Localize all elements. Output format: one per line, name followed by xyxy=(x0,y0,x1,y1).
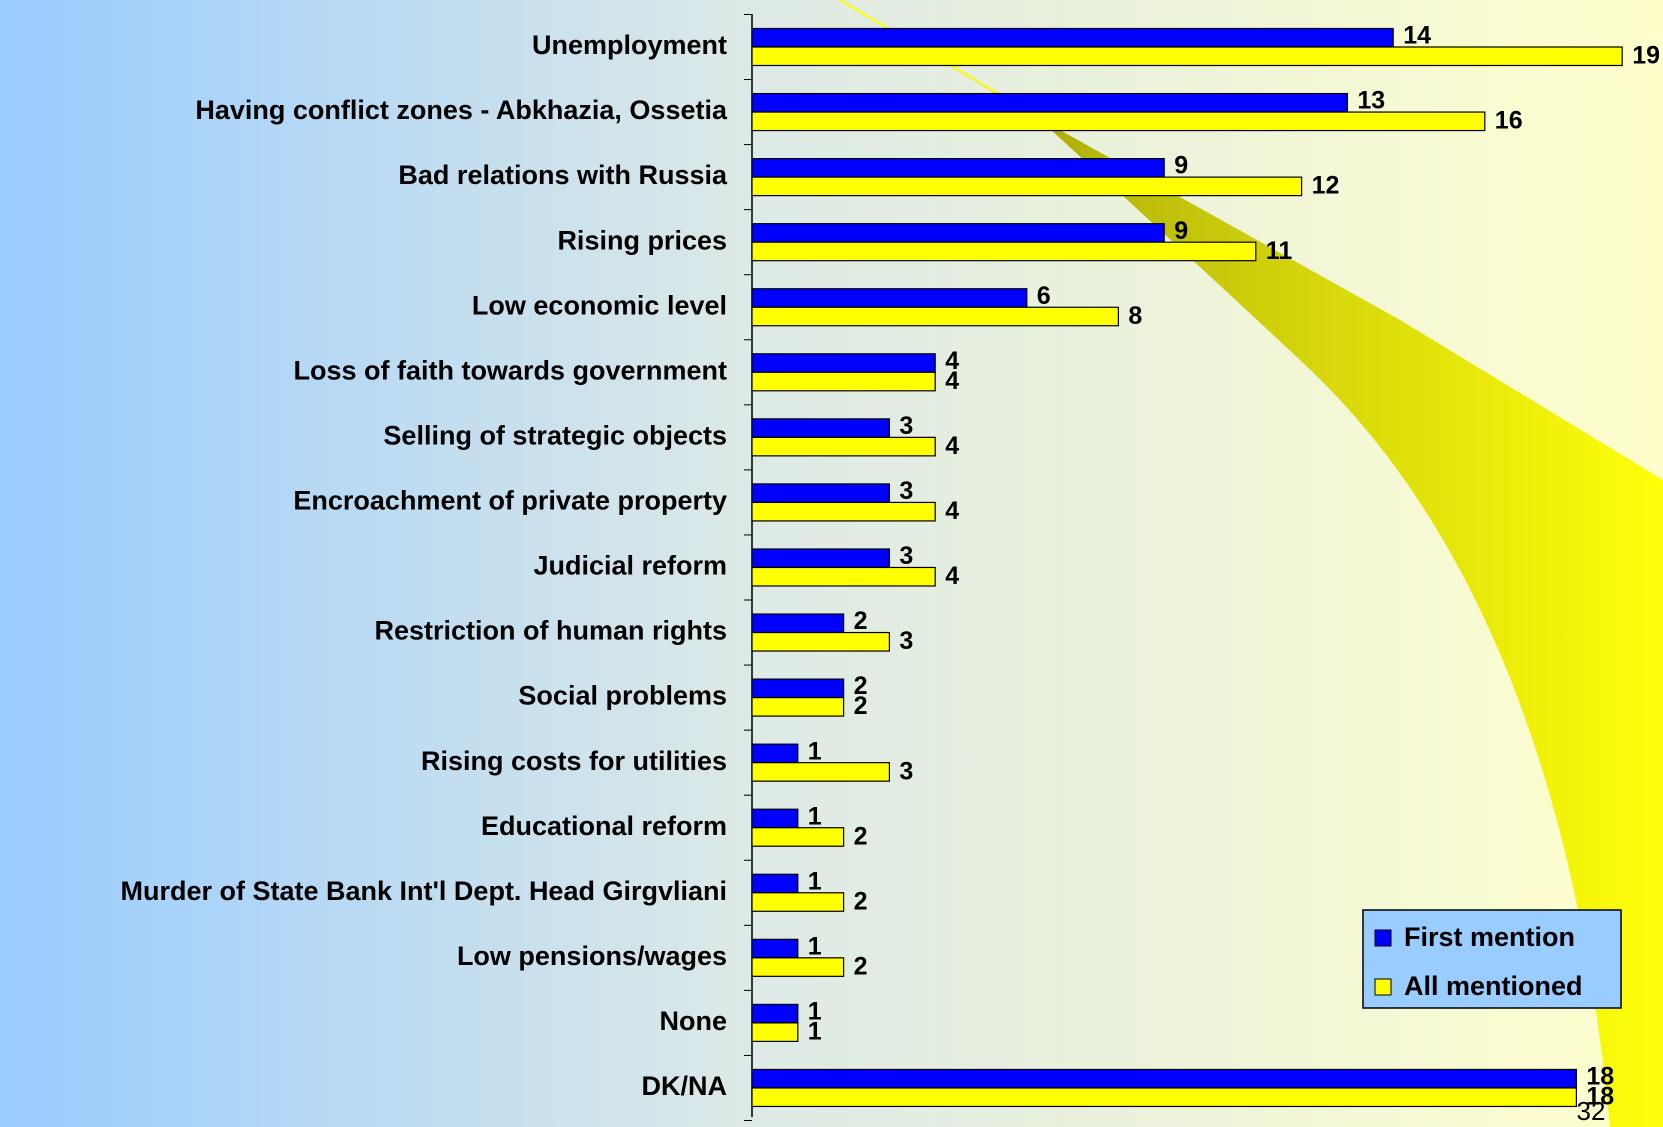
bar xyxy=(752,893,844,912)
bar xyxy=(752,224,1164,243)
bar xyxy=(752,289,1027,308)
value-label: 9 xyxy=(1174,152,1188,180)
bar xyxy=(752,958,844,977)
bar xyxy=(752,242,1256,261)
value-label: 1 xyxy=(808,802,822,830)
value-label: 13 xyxy=(1357,87,1385,115)
category-label: Social problems xyxy=(518,681,727,711)
bar xyxy=(752,47,1622,66)
bar xyxy=(752,1004,798,1023)
bar xyxy=(752,828,844,847)
bar xyxy=(752,1088,1576,1107)
category-label: Low economic level xyxy=(472,290,727,320)
value-label: 4 xyxy=(945,497,959,525)
category-label: Educational reform xyxy=(481,811,727,841)
value-label: 6 xyxy=(1037,282,1051,310)
bar xyxy=(752,29,1393,48)
category-label: Restriction of human rights xyxy=(374,616,727,646)
value-label: 4 xyxy=(945,367,959,395)
category-label: Unemployment xyxy=(532,30,727,60)
value-label: 1 xyxy=(808,932,822,960)
bar xyxy=(752,809,798,828)
bar xyxy=(752,419,889,438)
bar xyxy=(752,112,1485,131)
value-label: 2 xyxy=(854,822,868,850)
category-label: Encroachment of private property xyxy=(293,486,727,516)
category-label: Judicial reform xyxy=(533,551,727,581)
bar xyxy=(752,633,889,652)
bar xyxy=(752,94,1347,113)
page: {"chart_data": {"type": "hbar", "categor… xyxy=(0,0,1663,1127)
annotation: 32 xyxy=(1577,1096,1606,1126)
bar xyxy=(752,159,1164,178)
value-label: 2 xyxy=(854,607,868,635)
bar xyxy=(752,698,844,717)
value-label: 4 xyxy=(945,562,959,590)
legend-label: First mention xyxy=(1404,922,1575,952)
value-label: 16 xyxy=(1495,107,1523,135)
bar xyxy=(752,614,844,633)
bar xyxy=(752,744,798,763)
value-label: 2 xyxy=(854,692,868,720)
bar xyxy=(752,307,1118,326)
legend-swatch xyxy=(1375,930,1391,946)
value-label: 1 xyxy=(808,867,822,895)
value-label: 3 xyxy=(899,757,913,785)
category-label: Bad relations with Russia xyxy=(398,160,728,190)
bar xyxy=(752,372,935,391)
bar xyxy=(752,484,889,503)
value-label: 19 xyxy=(1632,42,1660,70)
category-label: Having conflict zones - Abkhazia, Osseti… xyxy=(195,95,728,125)
value-label: 2 xyxy=(854,952,868,980)
value-label: 11 xyxy=(1266,237,1293,265)
value-label: 4 xyxy=(945,432,959,460)
value-label: 1 xyxy=(808,1018,822,1046)
bar xyxy=(752,874,798,893)
value-label: 2 xyxy=(854,887,868,915)
legend: First mention All mentioned xyxy=(1363,910,1621,1008)
legend-swatch xyxy=(1375,979,1391,995)
category-label: Rising costs for utilities xyxy=(421,746,727,776)
legend-label: All mentioned xyxy=(1404,971,1583,1001)
category-label: None xyxy=(660,1006,728,1036)
category-label: Rising prices xyxy=(557,225,727,255)
category-label: DK/NA xyxy=(642,1071,728,1101)
bar xyxy=(752,354,935,373)
category-label: Low pensions/wages xyxy=(457,941,727,971)
value-label: 12 xyxy=(1312,172,1340,200)
value-label: 3 xyxy=(899,542,913,570)
bar xyxy=(752,549,889,568)
value-label: 8 xyxy=(1128,302,1142,330)
value-label: 3 xyxy=(899,627,913,655)
value-label: 14 xyxy=(1403,22,1431,50)
value-label: 3 xyxy=(899,412,913,440)
value-label: 1 xyxy=(808,737,822,765)
value-label: 9 xyxy=(1174,217,1188,245)
bar xyxy=(752,1023,798,1042)
category-label: Selling of strategic objects xyxy=(383,420,727,450)
bar xyxy=(752,437,935,456)
chart: Unemployment Having conflict zones - Abkh… xyxy=(0,0,1663,1127)
bar xyxy=(752,679,844,698)
bar xyxy=(752,567,935,586)
value-label: 3 xyxy=(899,477,913,505)
category-label: Murder of State Bank Int'l Dept. Head Gi… xyxy=(120,876,727,906)
bar xyxy=(752,763,889,782)
bar xyxy=(752,502,935,521)
category-label: Loss of faith towards government xyxy=(293,355,727,385)
bar xyxy=(752,1069,1576,1088)
bar xyxy=(752,177,1302,196)
bar xyxy=(752,939,798,958)
